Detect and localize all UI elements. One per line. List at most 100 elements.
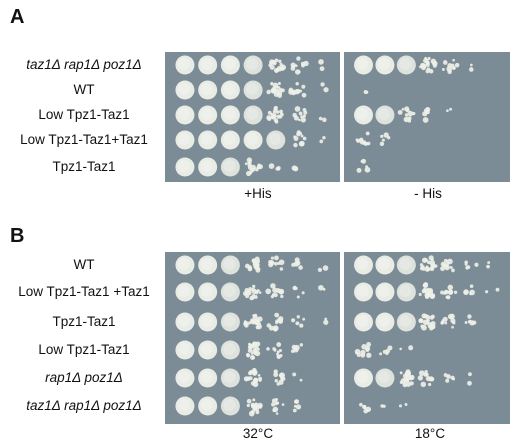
condition-label-18c: 18°C bbox=[414, 426, 446, 441]
growth-spot bbox=[220, 105, 240, 125]
panel-b-row-label: WT bbox=[73, 257, 95, 272]
panel-b-row-label: Tpz1-Taz1 bbox=[52, 314, 116, 329]
growth-spot bbox=[356, 158, 371, 173]
growth-spot bbox=[354, 312, 373, 332]
growth-spot bbox=[246, 398, 263, 417]
growth-spot bbox=[220, 80, 240, 100]
growth-spot bbox=[268, 163, 281, 171]
growth-spot bbox=[243, 80, 263, 100]
growth-spot bbox=[290, 343, 304, 353]
growth-spot bbox=[419, 56, 438, 74]
growth-spot bbox=[291, 257, 303, 270]
growth-spot bbox=[418, 282, 436, 300]
growth-spot bbox=[486, 261, 491, 269]
growth-spot bbox=[463, 284, 475, 296]
growth-spot bbox=[271, 398, 285, 415]
growth-spot bbox=[375, 282, 395, 302]
growth-spot bbox=[379, 345, 393, 356]
growth-spot bbox=[467, 372, 472, 386]
growth-spot bbox=[220, 130, 240, 150]
growth-spot bbox=[198, 282, 218, 302]
growth-spot bbox=[175, 396, 195, 416]
growth-spot bbox=[175, 55, 195, 75]
growth-spot bbox=[399, 369, 415, 388]
growth-spot bbox=[354, 255, 373, 275]
growth-spot bbox=[464, 260, 479, 270]
growth-spot bbox=[273, 369, 286, 386]
condition-label-minus-his: - His bbox=[414, 186, 442, 201]
growth-spot bbox=[288, 82, 307, 98]
panel-b-row-label: Low Tpz1-Taz1 bbox=[38, 342, 130, 357]
panel-a-row-label: WT bbox=[73, 82, 95, 97]
panel-b-row-label: taz1Δ rap1Δ poz1Δ bbox=[26, 398, 142, 413]
growth-spot bbox=[317, 265, 329, 273]
growth-spot bbox=[354, 368, 373, 388]
growth-spot bbox=[175, 255, 195, 275]
growth-spot bbox=[198, 80, 218, 100]
plate-b-18c bbox=[344, 252, 510, 424]
growth-spot bbox=[198, 396, 218, 416]
growth-spot bbox=[446, 107, 453, 113]
growth-spot bbox=[265, 283, 285, 299]
growth-spot bbox=[293, 130, 307, 148]
panel-a-row-label: Low Tpz1-Taz1 bbox=[38, 107, 130, 122]
panel-a-letter: A bbox=[10, 6, 25, 28]
growth-spot bbox=[469, 63, 474, 72]
growth-spot bbox=[220, 157, 240, 177]
growth-spot bbox=[266, 82, 285, 98]
growth-spot bbox=[198, 312, 218, 332]
growth-spot bbox=[485, 287, 500, 294]
growth-spot bbox=[198, 130, 218, 150]
growth-spot bbox=[359, 402, 372, 414]
growth-spot bbox=[440, 284, 458, 300]
growth-spot bbox=[198, 55, 218, 75]
growth-spot bbox=[396, 55, 416, 75]
growth-spot bbox=[198, 368, 218, 388]
condition-label-32c: 32°C bbox=[242, 426, 274, 441]
panel-b-row-label: rap1Δ poz1Δ bbox=[45, 370, 123, 385]
growth-spot bbox=[291, 165, 299, 172]
growth-spot bbox=[290, 56, 309, 75]
growth-spot bbox=[440, 258, 455, 273]
growth-spot bbox=[323, 317, 329, 325]
growth-spot bbox=[220, 255, 240, 275]
growth-spot bbox=[379, 132, 391, 147]
growth-spot bbox=[422, 107, 431, 123]
growth-spot bbox=[291, 315, 306, 328]
growth-spot bbox=[243, 55, 263, 75]
growth-spot bbox=[220, 55, 240, 75]
growth-spot bbox=[175, 157, 195, 177]
growth-spot bbox=[441, 58, 460, 75]
growth-spot bbox=[354, 342, 372, 358]
growth-spot bbox=[292, 106, 308, 123]
growth-spot bbox=[266, 105, 284, 124]
growth-spot bbox=[220, 368, 240, 388]
growth-spot bbox=[198, 255, 218, 275]
growth-spot bbox=[398, 403, 408, 408]
condition-label-plus-his: +His bbox=[244, 186, 272, 201]
growth-spot bbox=[318, 116, 327, 123]
growth-spot bbox=[246, 341, 261, 360]
growth-spot bbox=[397, 106, 416, 123]
growth-spot bbox=[175, 105, 195, 125]
growth-spot bbox=[419, 255, 438, 272]
growth-spot bbox=[220, 396, 240, 416]
growth-spot bbox=[266, 130, 286, 150]
growth-spot bbox=[175, 130, 195, 150]
growth-spot bbox=[355, 131, 371, 146]
growth-spot bbox=[243, 130, 263, 150]
growth-spot bbox=[198, 340, 218, 360]
growth-spot bbox=[175, 282, 195, 302]
growth-spot bbox=[243, 105, 263, 125]
growth-spot bbox=[292, 285, 305, 299]
growth-spot bbox=[375, 312, 395, 332]
growth-spot bbox=[443, 373, 456, 383]
panel-b-letter: B bbox=[10, 225, 25, 247]
growth-spot bbox=[363, 89, 369, 95]
growth-spot bbox=[375, 105, 395, 125]
growth-spot bbox=[292, 399, 302, 413]
growth-spot bbox=[175, 80, 195, 100]
growth-spot bbox=[318, 59, 325, 72]
growth-spot bbox=[440, 313, 456, 329]
